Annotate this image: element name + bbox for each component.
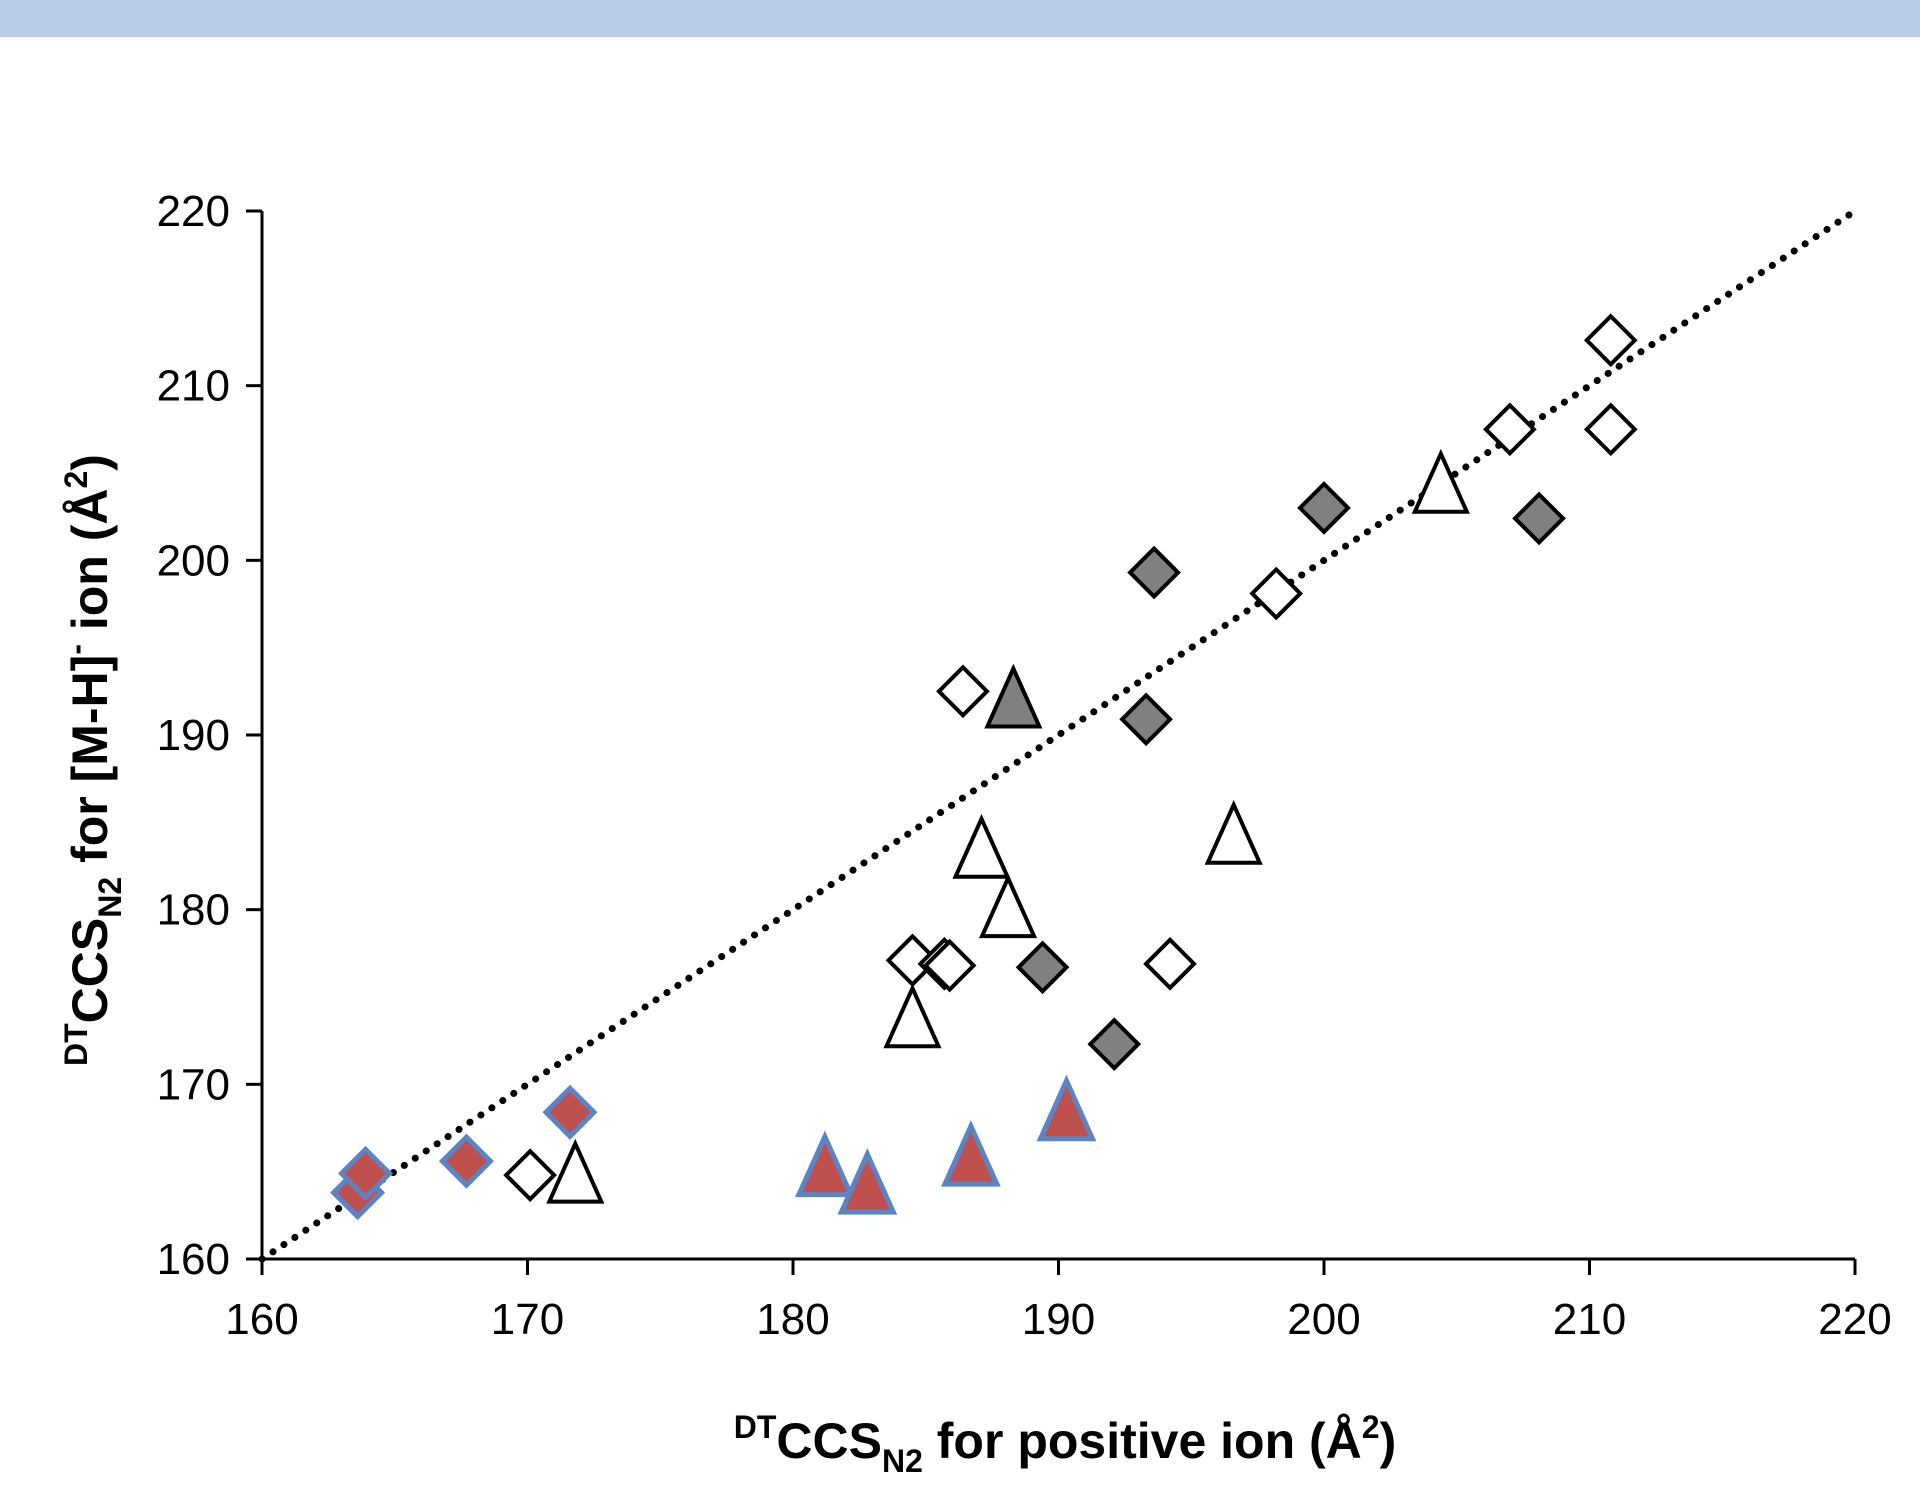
gray-triangle-point	[984, 663, 1043, 729]
y-tick-label: 160	[157, 1235, 230, 1284]
y-tick-label: 180	[157, 886, 230, 935]
gray-diamond-point	[1119, 692, 1173, 747]
x-axis-ticks: 160 170 180 190 200 210 220	[225, 1259, 1892, 1344]
open-diamond-point	[1583, 402, 1638, 457]
gray-diamond-point	[1015, 940, 1070, 995]
x-tick-label: 200	[1287, 1295, 1360, 1344]
gray-diamond-point	[1087, 1017, 1142, 1071]
red-diamond-point	[542, 1084, 598, 1140]
y-tick-label: 190	[157, 711, 230, 760]
open-diamond-point	[503, 1148, 557, 1202]
open-diamond-point	[936, 664, 990, 719]
x-tick-label: 210	[1553, 1295, 1626, 1344]
x-tick-label: 220	[1818, 1295, 1891, 1344]
red-diamond-point	[438, 1133, 494, 1189]
data-points	[330, 313, 1638, 1221]
x-axis-title: DTCCSN2 for positive ion (Å2)	[734, 1409, 1397, 1479]
x-tick-label: 180	[756, 1295, 829, 1344]
open-diamond-point	[1249, 566, 1304, 621]
red-diamond-point	[338, 1145, 394, 1201]
open-triangle-point	[952, 813, 1011, 879]
gray-diamond-point	[1127, 545, 1181, 600]
y-tick-label: 170	[157, 1060, 230, 1109]
red-triangle-point	[941, 1120, 1001, 1187]
gray-diamond-point	[1512, 491, 1566, 546]
x-tick-label: 170	[491, 1295, 564, 1344]
reference-diagonal-line	[258, 207, 1859, 1263]
open-triangle-point	[978, 873, 1038, 939]
open-diamond-point	[1583, 313, 1638, 368]
open-diamond-point	[1483, 402, 1537, 457]
y-tick-label: 200	[157, 536, 230, 585]
open-triangle-point	[546, 1138, 605, 1204]
top-header-band	[0, 0, 1920, 37]
open-triangle-point	[1204, 799, 1263, 865]
y-axis-title: DTCCSN2 for [M-H]- ion (Å2)	[58, 454, 128, 1066]
y-tick-label: 210	[157, 362, 230, 411]
x-tick-label: 160	[225, 1295, 298, 1344]
gray-diamond-point	[1297, 481, 1351, 535]
open-triangle-point	[1411, 448, 1470, 514]
red-triangle-point	[794, 1130, 855, 1198]
open-diamond-point	[1143, 936, 1197, 991]
y-tick-label: 220	[157, 187, 230, 236]
open-triangle-point	[883, 983, 942, 1049]
open-diamond-point	[922, 938, 977, 993]
x-tick-label: 190	[1022, 1295, 1095, 1344]
red-triangle-point	[837, 1148, 898, 1215]
y-axis-ticks: 160 170 180 190 200 210 220	[157, 187, 262, 1284]
red-triangle-point	[1036, 1074, 1097, 1142]
